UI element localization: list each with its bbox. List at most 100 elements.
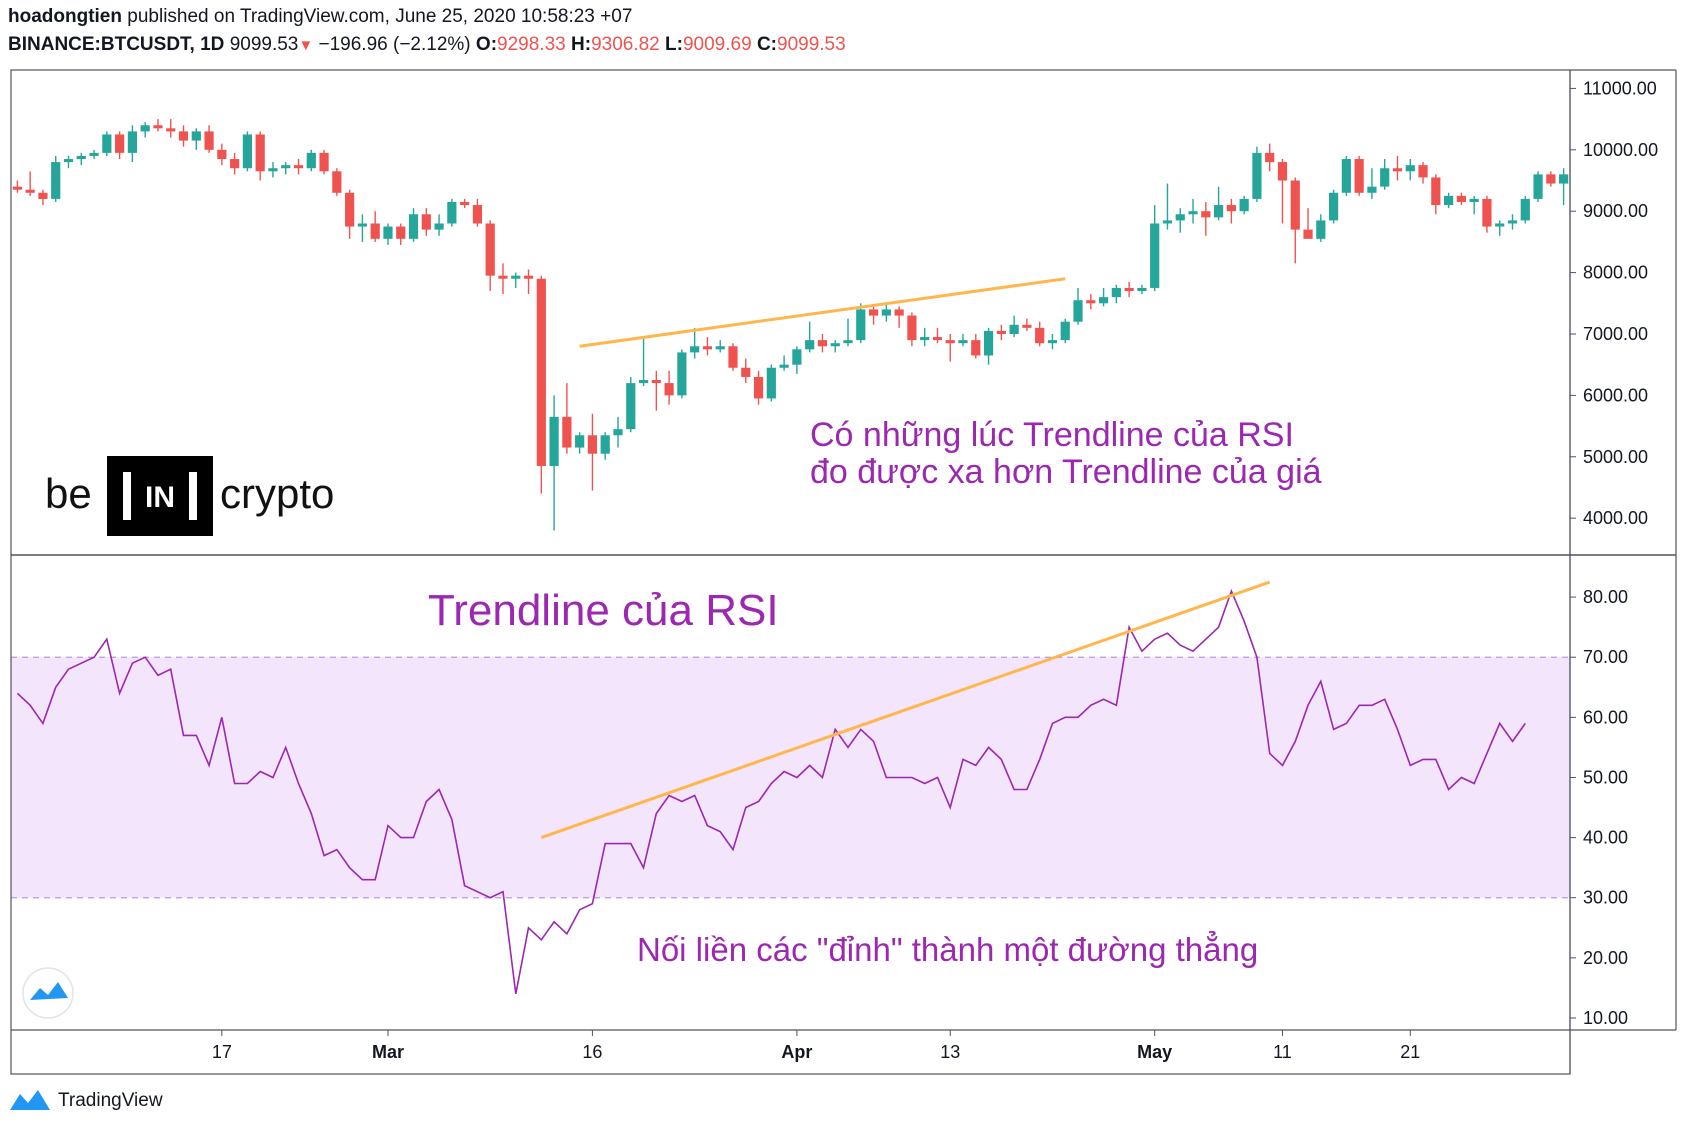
candle (204, 125, 214, 153)
candle-body (242, 134, 253, 169)
candle-body (1495, 223, 1505, 227)
logo-text-be: be (45, 470, 92, 517)
candle-body (702, 346, 713, 350)
candle-body (1239, 198, 1249, 212)
candle-body (983, 330, 994, 356)
candle (1559, 168, 1569, 206)
candle-body (1175, 214, 1185, 221)
candle-body (1226, 205, 1236, 212)
symbol-label[interactable]: BINANCE:BTCUSDT, 1D (8, 34, 225, 55)
author-name[interactable]: hoadongtien (8, 6, 122, 27)
candle (1520, 195, 1530, 224)
tradingview-brand: TradingView (58, 1090, 163, 1111)
candle-body (1111, 287, 1121, 298)
candle (843, 318, 853, 347)
candle (1150, 205, 1160, 292)
candle-body (817, 340, 828, 347)
candle-body (255, 134, 265, 172)
candle (766, 364, 776, 402)
candle (600, 432, 610, 460)
candle (434, 214, 444, 236)
candle-body (792, 349, 802, 365)
low-value: 9009.69 (682, 34, 752, 55)
candle (907, 312, 917, 347)
candle-body (1316, 220, 1326, 239)
candle-body (1380, 168, 1390, 187)
candle-body (1162, 220, 1173, 224)
candle (12, 180, 22, 193)
candle-body (1201, 211, 1211, 218)
candle (242, 131, 253, 172)
candle (217, 143, 227, 166)
candle-body (1444, 195, 1454, 206)
candle-body (996, 330, 1006, 334)
candle-body (1188, 211, 1198, 215)
candle (536, 275, 546, 494)
candle-body (268, 168, 278, 172)
candle-body (1265, 152, 1275, 163)
candle-body (204, 131, 214, 150)
candle (472, 198, 483, 227)
high-value: 9306.82 (591, 34, 660, 55)
candle (1380, 159, 1390, 190)
candle (498, 263, 508, 295)
candle (357, 214, 368, 242)
watermark-icon[interactable] (22, 967, 74, 1019)
candle-body (626, 383, 636, 430)
candle-body (1124, 287, 1134, 292)
price-tick-label: 11000.00 (1583, 78, 1657, 98)
candle-body (638, 380, 649, 384)
publish-text: published on TradingView.com, June 25, 2… (127, 6, 633, 27)
candle (651, 370, 661, 411)
candle (268, 162, 278, 178)
candle (1431, 174, 1441, 215)
candle-body (306, 152, 316, 169)
candle-body (1507, 220, 1518, 224)
time-tick-label: Mar (372, 1042, 404, 1062)
candle (1035, 321, 1045, 347)
candle-body (1546, 174, 1556, 184)
candle (383, 223, 393, 245)
candle (613, 416, 623, 448)
price-note-line2: đo được xa hơn Trendline của giá (810, 453, 1322, 491)
candle (575, 432, 585, 454)
tradingview-footer[interactable]: TradingView (8, 1088, 163, 1114)
candle (25, 171, 35, 196)
time-tick-label: May (1137, 1042, 1172, 1062)
candle (562, 383, 572, 454)
candle-body (434, 223, 444, 230)
candle (1137, 284, 1147, 295)
candle (996, 324, 1006, 341)
candle (1303, 208, 1313, 239)
rsi-pane[interactable] (11, 580, 1570, 995)
candle (447, 198, 457, 227)
candle (178, 125, 189, 147)
candle-body (651, 380, 661, 384)
candle (63, 155, 74, 169)
candle-body (1098, 297, 1109, 304)
candle (191, 128, 201, 150)
price-pane[interactable] (12, 119, 1569, 531)
candle (753, 370, 764, 405)
candle (1188, 198, 1198, 224)
candle (421, 208, 431, 236)
rsi-title-annotation: Trendline của RSI (428, 586, 779, 635)
candle-body (1047, 340, 1058, 344)
candle-body (920, 337, 930, 341)
candle-body (779, 364, 789, 368)
close-label: C: (756, 34, 777, 55)
candle (868, 306, 879, 325)
candle (638, 337, 649, 387)
candle-body (38, 192, 48, 199)
candle (293, 159, 304, 175)
candle (140, 122, 150, 138)
candle-body (472, 205, 483, 224)
candle-body (511, 275, 521, 279)
candle-body (1354, 159, 1364, 193)
candle (792, 346, 802, 374)
candle (1392, 155, 1403, 181)
candle-body (536, 278, 546, 466)
candle (1546, 171, 1556, 187)
price-tick-label: 4000.00 (1583, 508, 1648, 528)
